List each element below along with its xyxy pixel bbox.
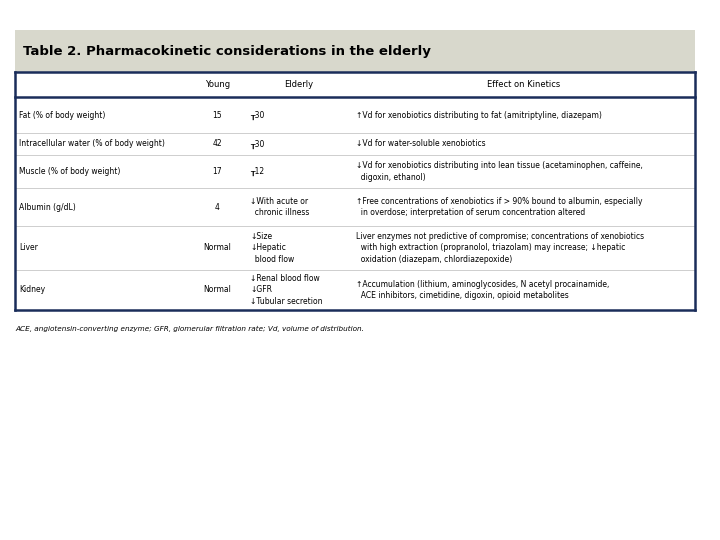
Text: ┰30: ┰30 xyxy=(251,139,264,148)
Text: Normal: Normal xyxy=(203,244,231,253)
Text: 4: 4 xyxy=(215,202,220,212)
Text: 17: 17 xyxy=(212,167,222,176)
Text: ↓Renal blood flow
↓GFR
↓Tubular secretion: ↓Renal blood flow ↓GFR ↓Tubular secretio… xyxy=(251,274,323,306)
Text: Liver enzymes not predictive of compromise; concentrations of xenobiotics
  with: Liver enzymes not predictive of compromi… xyxy=(356,232,644,264)
Text: ↓Size
↓Hepatic
  blood flow: ↓Size ↓Hepatic blood flow xyxy=(251,232,294,264)
Text: Intracellular water (% of body weight): Intracellular water (% of body weight) xyxy=(19,139,165,148)
Text: Albumin (g/dL): Albumin (g/dL) xyxy=(19,202,76,212)
Text: Muscle (% of body weight): Muscle (% of body weight) xyxy=(19,167,120,176)
Text: ↓Vd for water-soluble xenobiotics: ↓Vd for water-soluble xenobiotics xyxy=(356,139,485,148)
Text: Elderly: Elderly xyxy=(284,80,313,89)
Text: Table 2. Pharmacokinetic considerations in the elderly: Table 2. Pharmacokinetic considerations … xyxy=(23,44,431,57)
Text: Effect on Kinetics: Effect on Kinetics xyxy=(487,80,560,89)
Bar xyxy=(15,72,695,310)
Text: Normal: Normal xyxy=(203,286,231,294)
Text: ┰30: ┰30 xyxy=(251,110,264,119)
Text: 15: 15 xyxy=(212,111,222,119)
Text: ↑Free concentrations of xenobiotics if > 90% bound to albumin, especially
  in o: ↑Free concentrations of xenobiotics if >… xyxy=(356,197,642,217)
Text: Fat (% of body weight): Fat (% of body weight) xyxy=(19,111,105,119)
Text: ↑Vd for xenobiotics distributing to fat (amitriptyline, diazepam): ↑Vd for xenobiotics distributing to fat … xyxy=(356,111,601,119)
Text: ┰12: ┰12 xyxy=(251,167,264,176)
Text: ↓Vd for xenobiotics distributing into lean tissue (acetaminophen, caffeine,
  di: ↓Vd for xenobiotics distributing into le… xyxy=(356,161,642,182)
Text: Young: Young xyxy=(204,80,230,89)
Text: ↓With acute or
  chronic illness: ↓With acute or chronic illness xyxy=(251,197,310,217)
Text: ↑Accumulation (lithium, aminoglycosides, N acetyl procainamide,
  ACE inhibitors: ↑Accumulation (lithium, aminoglycosides,… xyxy=(356,280,609,300)
Bar xyxy=(15,30,695,72)
Text: 42: 42 xyxy=(212,139,222,148)
Text: Liver: Liver xyxy=(19,244,38,253)
Text: ACE, angiotensin-converting enzyme; GFR, glomerular filtration rate; Vd, volume : ACE, angiotensin-converting enzyme; GFR,… xyxy=(15,326,364,332)
Text: Kidney: Kidney xyxy=(19,286,45,294)
